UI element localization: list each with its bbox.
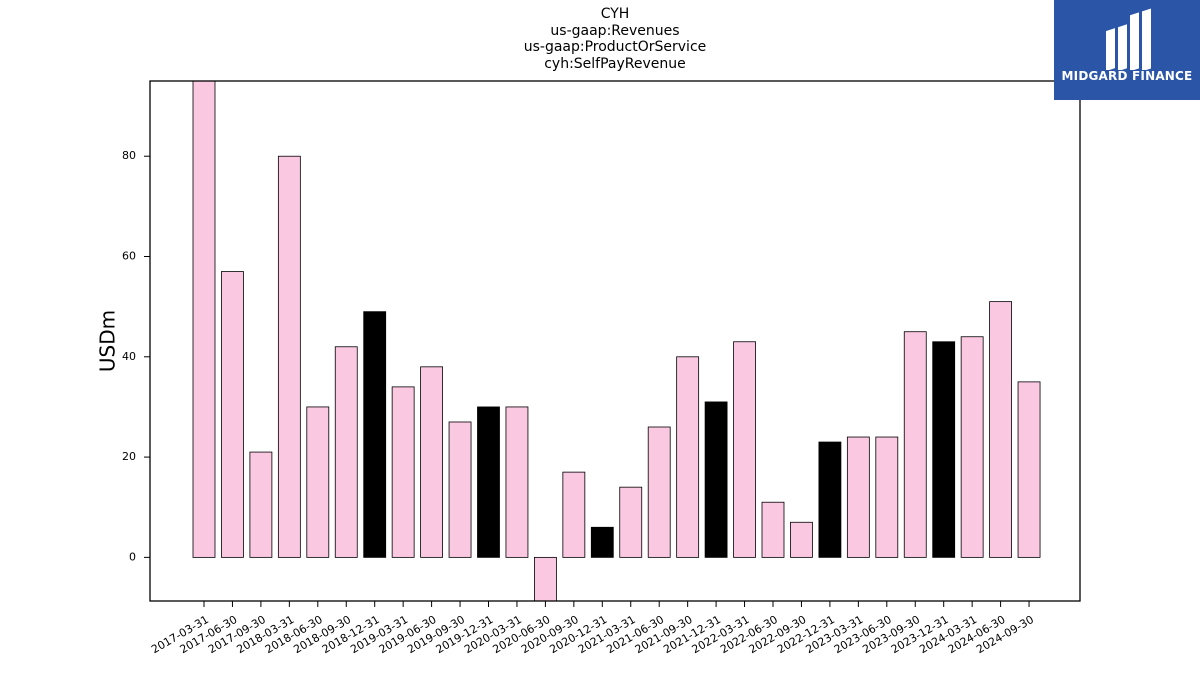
bar-2022-03-31	[733, 341, 756, 558]
bar-2019-09-30	[448, 421, 472, 558]
bar-2024-09-30	[1017, 381, 1041, 558]
bars-group	[192, 81, 1041, 601]
y-tick-label: 40	[122, 350, 136, 363]
bar-2020-09-30	[562, 471, 586, 558]
bar-2021-03-31	[619, 486, 643, 558]
bar-2018-03-31	[277, 155, 301, 558]
bar-2018-12-31	[363, 311, 387, 558]
chart-title-line: CYH	[600, 6, 630, 22]
bar-2021-06-30	[647, 426, 671, 558]
bar-2022-09-30	[790, 521, 813, 558]
bar-2019-12-31	[477, 406, 500, 558]
bar-2019-06-30	[420, 366, 444, 558]
brand-logo: MIDGARD FINANCE	[1054, 0, 1200, 100]
bar-2017-06-30	[221, 271, 244, 558]
y-tick-label: 60	[122, 250, 136, 263]
bar-2022-12-31	[818, 441, 842, 558]
chart-title-line: cyh:SelfPayRevenue	[544, 55, 686, 72]
bar-2023-12-31	[932, 341, 956, 558]
y-tick-label: 0	[129, 550, 136, 563]
bar-2019-03-31	[391, 386, 415, 558]
bar-2020-06-30	[534, 556, 557, 601]
bar-2024-03-31	[960, 336, 984, 558]
bar-2024-06-30	[989, 301, 1012, 558]
bar-2017-03-31	[192, 81, 216, 558]
chart-title: CYH us-gaap:Revenues us-gaap:ProductOrSe…	[150, 6, 1080, 72]
logo-text: MIDGARD FINANCE	[1061, 69, 1193, 83]
bar-2022-06-30	[761, 501, 785, 558]
bar-2021-12-31	[704, 401, 728, 558]
y-tick-label: 80	[122, 149, 136, 162]
plot-frame	[149, 80, 1081, 602]
bar-2023-03-31	[846, 436, 870, 558]
bar-2021-09-30	[676, 356, 700, 558]
bar-2018-06-30	[306, 406, 330, 558]
bar-2018-09-30	[334, 346, 358, 558]
y-axis-label: USDm	[96, 310, 120, 372]
chart-title-line: us-gaap:Revenues	[550, 22, 680, 39]
chart-title-line: us-gaap:ProductOrService	[523, 39, 707, 55]
y-tick-label: 20	[122, 450, 136, 463]
bar-2017-09-30	[249, 451, 273, 558]
x-axis: 2017-03-312017-06-302017-09-302018-03-31…	[149, 601, 1036, 656]
bar-2020-12-31	[590, 526, 614, 558]
bar-2023-09-30	[903, 331, 927, 558]
bar-2020-03-31	[505, 406, 529, 558]
midgard-logo-icon	[1106, 8, 1151, 70]
bar-2023-06-30	[875, 436, 899, 558]
y-axis: 0 20 40 60 80	[122, 149, 150, 563]
